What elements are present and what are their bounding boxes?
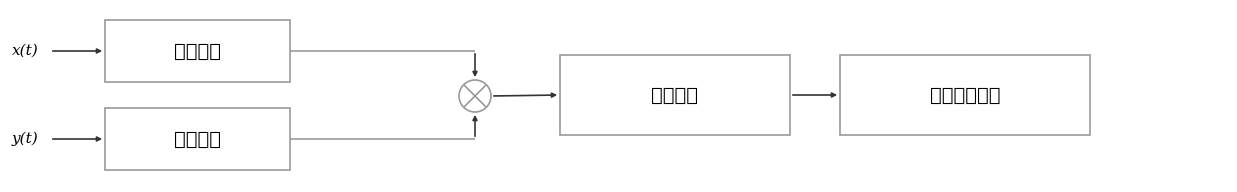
- Text: 频小纠正: 频小纠正: [174, 41, 221, 60]
- Text: 相关峰值检测: 相关峰值检测: [930, 85, 1001, 104]
- Bar: [560, 55, 790, 135]
- Text: x(t): x(t): [12, 44, 38, 58]
- Circle shape: [459, 80, 491, 112]
- Bar: [105, 108, 289, 170]
- Bar: [840, 55, 1090, 135]
- Text: 相关解算: 相关解算: [652, 85, 699, 104]
- Text: y(t): y(t): [12, 132, 38, 146]
- Bar: [105, 20, 289, 82]
- Text: 频小纠正: 频小纠正: [174, 129, 221, 148]
